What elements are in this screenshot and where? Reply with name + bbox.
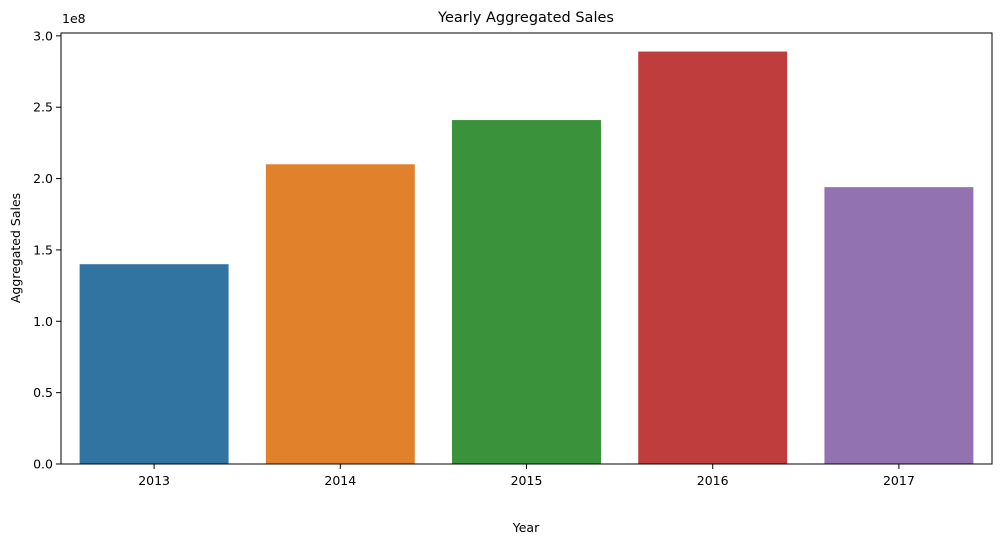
y-tick-label: 2.5	[33, 100, 53, 115]
x-tick-label: 2013	[138, 473, 170, 488]
x-axis-ticks: 2013 2014 2015 2016 2017	[138, 464, 915, 488]
y-tick-label: 1.0	[33, 314, 53, 329]
x-tick-label: 2016	[697, 473, 729, 488]
y-tick-label: 1.5	[33, 242, 53, 257]
y-tick-label: 0.5	[33, 385, 53, 400]
bar-2015	[452, 120, 601, 465]
bar-2016	[638, 51, 788, 464]
y-axis-ticks: 0.0 0.5 1.0 1.5 2.0 2.5 3.0	[33, 28, 61, 472]
plot-frame	[60, 32, 993, 465]
x-axis-label: Year	[512, 520, 540, 535]
x-tick-label: 2017	[883, 473, 915, 488]
bar-2017	[824, 187, 974, 464]
chart-title: Yearly Aggregated Sales	[437, 10, 614, 26]
y-axis-offset-label: 1e8	[62, 11, 86, 26]
x-tick-label: 2014	[324, 473, 356, 488]
y-axis-label: Aggregated Sales	[8, 193, 23, 303]
y-tick-label: 3.0	[33, 28, 53, 43]
x-tick-label: 2015	[511, 473, 543, 488]
y-tick-label: 0.0	[33, 457, 53, 472]
y-tick-label: 2.0	[33, 171, 53, 186]
bars-group	[79, 51, 974, 465]
bar-2013	[79, 264, 229, 464]
bar-2014	[265, 164, 415, 464]
